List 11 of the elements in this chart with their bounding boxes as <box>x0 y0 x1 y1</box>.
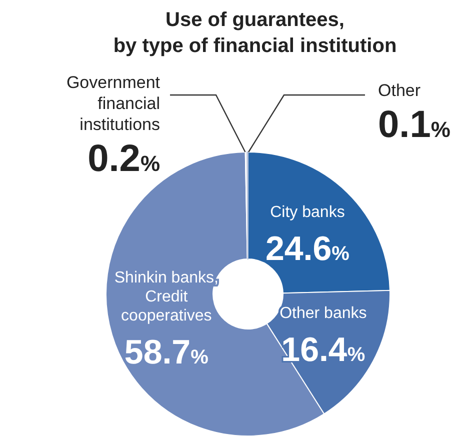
data-label: 24.6% <box>265 230 350 268</box>
chart-title: Use of guarantees, by type of financial institution <box>113 9 397 57</box>
slice-label: City banks <box>270 204 345 221</box>
data-label: 58.7% <box>124 334 209 372</box>
data-label: 0.1% <box>378 104 450 146</box>
slice-label: Other banks <box>280 305 367 322</box>
slice-label: Other <box>378 81 421 100</box>
slice-label: Shinkin banks, Credit cooperatives <box>114 270 218 325</box>
slice-label: Government financial institutions <box>66 73 160 134</box>
data-label: 0.2% <box>88 138 160 180</box>
data-label: 16.4% <box>281 331 366 370</box>
